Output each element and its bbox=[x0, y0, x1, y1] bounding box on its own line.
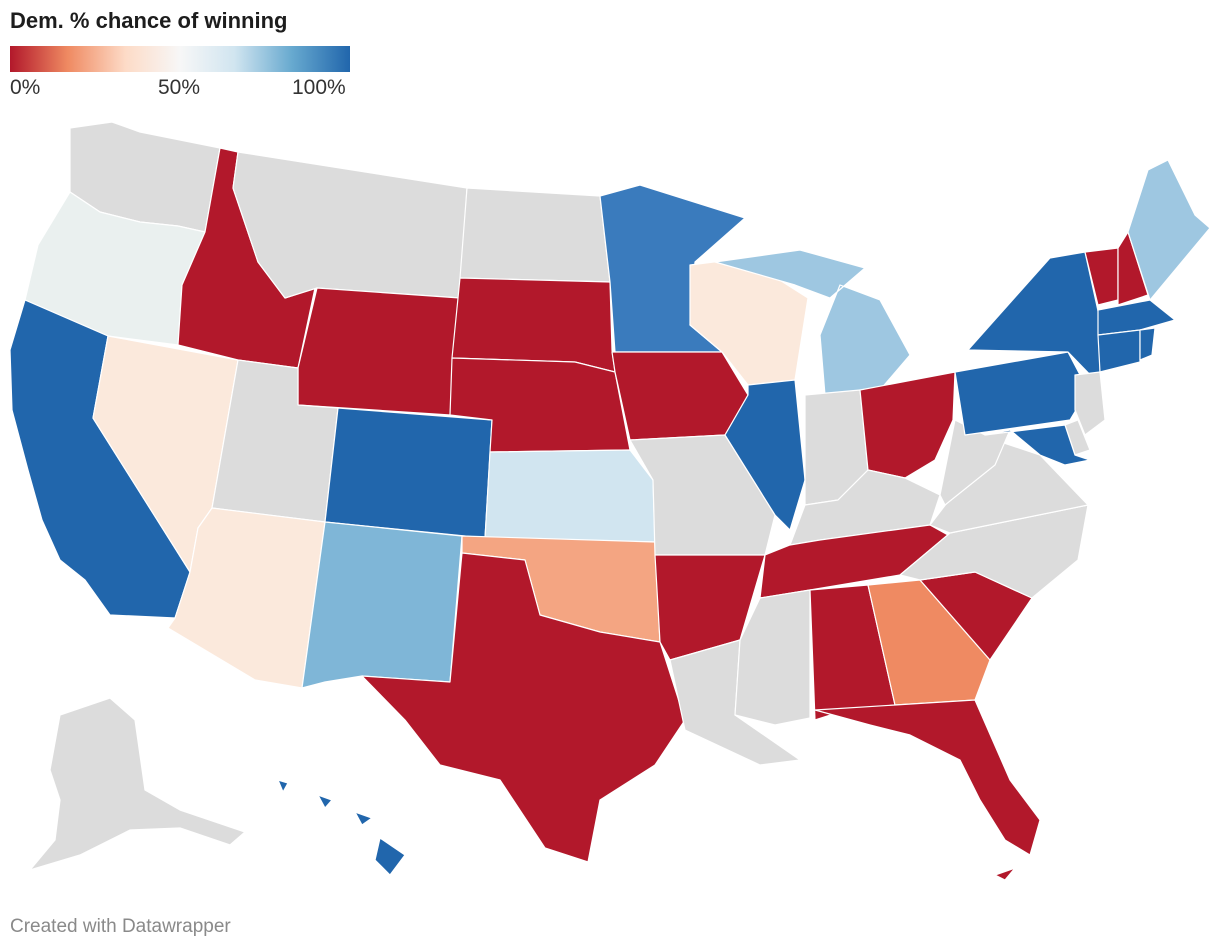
state-colorado[interactable]: Colorado bbox=[324, 407, 493, 539]
state-new-jersey[interactable]: New Jersey bbox=[1074, 371, 1106, 436]
state-ohio[interactable]: Ohio bbox=[859, 371, 956, 479]
state-florida[interactable]: Florida bbox=[814, 699, 1041, 881]
state-illinois[interactable]: Illinois bbox=[724, 379, 806, 531]
state-wyoming[interactable]: Wyoming bbox=[297, 287, 461, 416]
state-iowa[interactable]: Iowa bbox=[611, 351, 749, 441]
map-title: Dem. % chance of winning bbox=[10, 8, 288, 33]
legend-color-bar bbox=[10, 46, 350, 72]
state-south-dakota[interactable]: South Dakota bbox=[451, 277, 616, 373]
state-georgia[interactable]: Georgia bbox=[867, 579, 991, 706]
state-rhode-island[interactable]: Rhode Island bbox=[1139, 327, 1156, 361]
legend-label-min: 0% bbox=[10, 76, 41, 99]
state-hawaii[interactable]: Hawaii bbox=[277, 779, 406, 876]
state-pennsylvania[interactable]: Pennsylvania bbox=[954, 351, 1089, 436]
state-texas[interactable]: Texas bbox=[361, 552, 686, 863]
state-alaska[interactable]: Alaska bbox=[29, 697, 246, 871]
state-new-mexico[interactable]: New Mexico bbox=[301, 521, 463, 689]
state-maryland[interactable]: Maryland bbox=[984, 424, 1091, 466]
state-kansas[interactable]: Kansas bbox=[484, 449, 656, 543]
legend-label-max: 100% bbox=[292, 76, 346, 99]
state-massachusetts[interactable]: Massachusetts bbox=[1097, 299, 1176, 336]
state-montana[interactable]: Montana bbox=[232, 151, 468, 299]
state-north-dakota[interactable]: North Dakota bbox=[459, 187, 611, 283]
state-connecticut[interactable]: Connecticut bbox=[1097, 329, 1141, 373]
credit-line: Created with Datawrapper bbox=[10, 916, 231, 937]
legend-label-mid: 50% bbox=[158, 76, 201, 99]
